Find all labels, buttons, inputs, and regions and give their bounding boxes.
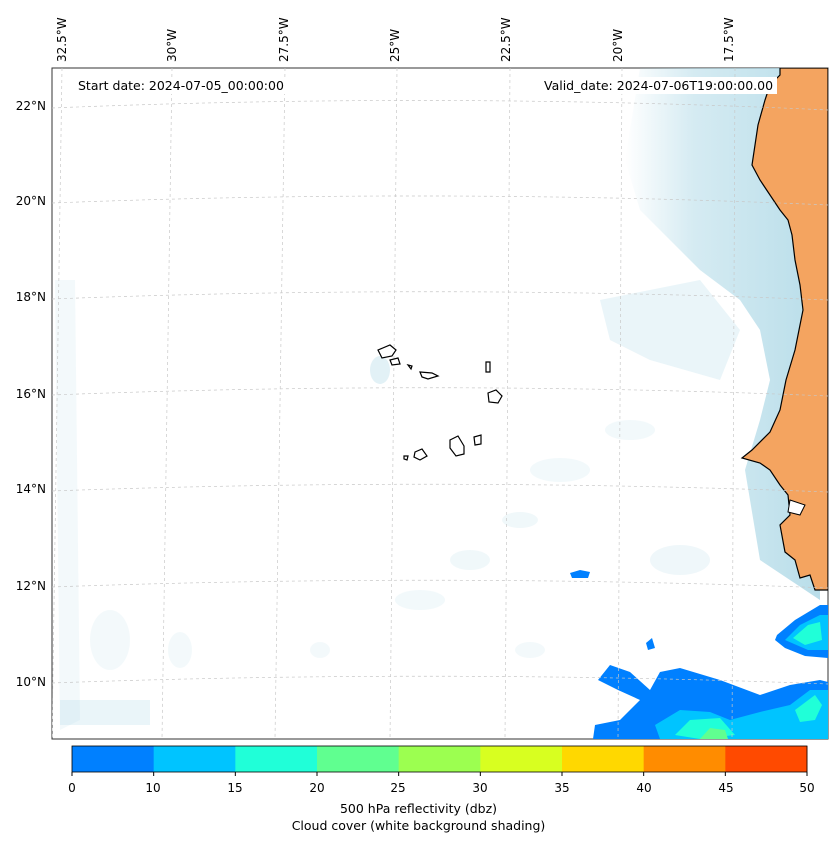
- lon-label: 30°W: [165, 28, 179, 62]
- lat-label: 20°N: [15, 194, 46, 208]
- colorbar-swatch: [480, 746, 563, 772]
- lat-label: 18°N: [15, 290, 46, 304]
- colorbar-border: [71, 745, 808, 773]
- colorbar-tick: 15: [227, 781, 243, 795]
- colorbar-swatch: [153, 746, 236, 772]
- gridlines: [52, 68, 828, 739]
- colorbar-swatch: [643, 746, 726, 772]
- lat-label: 10°N: [15, 675, 46, 689]
- colorbar-swatch: [725, 746, 808, 772]
- colorbar-tick: 40: [636, 781, 652, 795]
- lon-label: 32.5°W: [55, 17, 69, 62]
- lat-label: 12°N: [15, 579, 46, 593]
- land-west-africa: [740, 68, 828, 591]
- lon-label: 22.5°W: [499, 17, 513, 62]
- colorbar-swatch: [398, 746, 481, 772]
- lon-label: 25°W: [388, 28, 402, 62]
- reflectivity-areas: [570, 570, 828, 739]
- valid-date-label: Valid_date: 2024-07-06T19:00:00.00: [540, 77, 778, 94]
- colorbar-tick: 45: [718, 781, 734, 795]
- lat-label: 16°N: [15, 387, 46, 401]
- colorbar-swatch: [562, 746, 645, 772]
- colorbar: [71, 745, 808, 776]
- colorbar-swatch: [317, 746, 400, 772]
- colorbar-tick: 25: [390, 781, 406, 795]
- colorbar-tick: 10: [145, 781, 161, 795]
- colorbar-label-reflectivity: 500 hPa reflectivity (dbz): [339, 801, 498, 816]
- colorbar-tick: 0: [68, 781, 76, 795]
- lat-label: 14°N: [15, 482, 46, 496]
- colorbar-tick: 30: [472, 781, 488, 795]
- colorbar-swatch: [235, 746, 318, 772]
- colorbar-tick: 35: [554, 781, 570, 795]
- colorbar-tick: 50: [799, 781, 815, 795]
- lon-label: 20°W: [611, 28, 625, 62]
- colorbar-label-cloud: Cloud cover (white background shading): [291, 818, 546, 833]
- colorbar-tick: 20: [309, 781, 325, 795]
- lon-label: 17.5°W: [722, 17, 736, 62]
- lat-label: 22°N: [15, 99, 46, 113]
- cape-verde-islands: [377, 344, 503, 461]
- start-date-label: Start date: 2024-07-05_00:00:00: [74, 77, 288, 94]
- colorbar-swatch: [72, 746, 155, 772]
- lon-label: 27.5°W: [277, 17, 291, 62]
